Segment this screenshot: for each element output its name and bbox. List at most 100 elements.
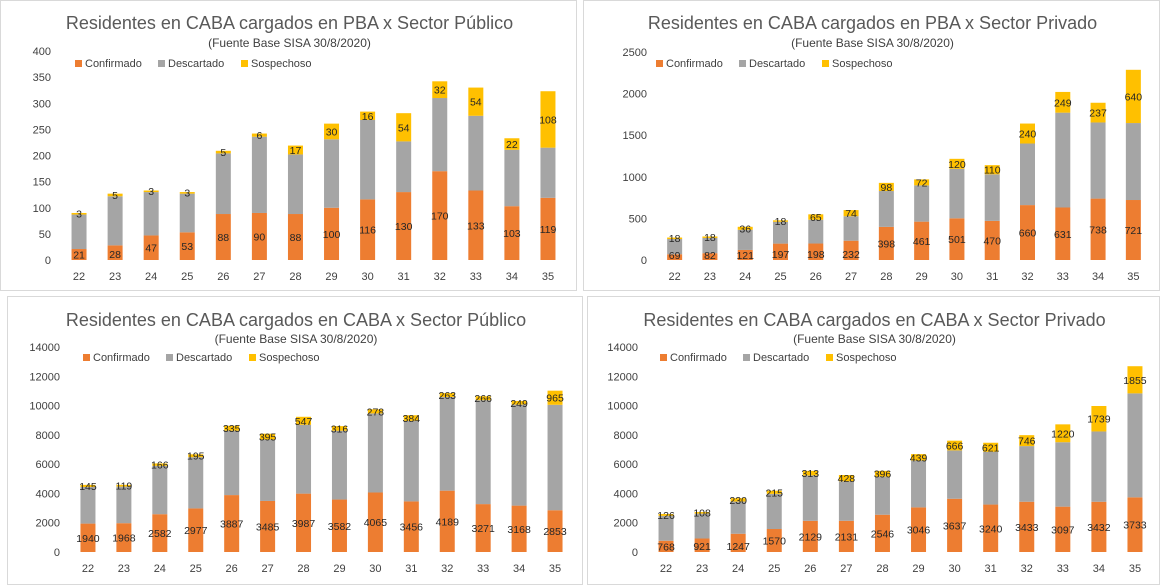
bar-sospechoso	[116, 484, 132, 487]
y-tick-label: 6000	[36, 459, 60, 471]
bar-sospechoso	[547, 390, 563, 405]
bar-confirmado	[773, 243, 788, 260]
bar-descartado	[396, 141, 412, 193]
chart-title: Residentes en CABA cargados en PBA x Sec…	[66, 13, 513, 33]
bar-confirmado	[874, 514, 890, 552]
bar-confirmado	[914, 221, 930, 260]
y-tick-label: 200	[33, 151, 51, 163]
chart-panel-caba-privado: Residentes en CABA cargados en CABA x Se…	[587, 296, 1160, 585]
bar-sospechoso	[396, 113, 412, 142]
x-tick-label: 33	[477, 563, 489, 575]
legend-swatch-descartado	[739, 60, 746, 67]
bar-confirmado	[949, 218, 965, 260]
bar-confirmado	[215, 214, 231, 260]
data-label-sospechoso: 5	[112, 190, 118, 202]
bar-descartado	[179, 193, 195, 233]
legend-label-sospechoso: Sospechoso	[251, 58, 312, 70]
data-label-sospechoso: 18	[775, 216, 787, 228]
data-label-confirmado: 2546	[871, 528, 895, 540]
data-label-sospechoso: 396	[874, 469, 892, 481]
y-tick-label: 4000	[36, 488, 60, 500]
bar-sospechoso	[984, 165, 1000, 175]
bar-confirmado	[694, 538, 710, 552]
bar-sospechoso	[802, 470, 818, 476]
x-tick-label: 33	[470, 271, 482, 283]
data-label-sospechoso: 3	[148, 186, 154, 198]
bar-sospechoso	[843, 210, 859, 217]
data-label-sospechoso: 22	[506, 139, 518, 151]
bar-descartado	[1020, 143, 1035, 206]
bar-descartado	[1055, 442, 1071, 507]
bar-sospechoso	[287, 145, 303, 155]
data-label-sospechoso: 16	[362, 111, 374, 123]
bar-sospechoso	[773, 220, 788, 222]
y-tick-label: 12000	[29, 371, 60, 383]
bar-descartado	[1125, 123, 1141, 201]
data-label-sospechoso: 36	[739, 223, 751, 235]
bar-confirmado	[224, 495, 240, 552]
y-tick-label: 8000	[614, 430, 638, 442]
data-label-confirmado: 3485	[256, 521, 280, 533]
bar-descartado	[949, 168, 965, 219]
data-label-confirmado: 3433	[1015, 522, 1039, 534]
y-tick-label: 2500	[623, 47, 647, 59]
data-label-sospechoso: 166	[151, 460, 169, 472]
data-label-sospechoso: 5	[220, 147, 226, 159]
bar-confirmado	[947, 498, 963, 552]
bar-confirmado	[838, 520, 854, 552]
x-tick-label: 35	[1129, 563, 1141, 575]
bar-confirmado	[116, 523, 132, 552]
bar-sospechoso	[766, 490, 782, 494]
x-tick-label: 26	[226, 563, 238, 575]
y-tick-label: 4000	[614, 488, 638, 500]
data-label-confirmado: 3097	[1051, 524, 1075, 536]
data-label-sospechoso: 108	[693, 508, 711, 520]
data-label-confirmado: 4065	[364, 517, 388, 529]
bar-confirmado	[878, 226, 894, 260]
x-tick-label: 35	[542, 271, 554, 283]
bar-descartado	[802, 475, 818, 521]
bar-sospechoso	[694, 512, 710, 514]
bar-descartado	[439, 396, 455, 491]
legend-swatch-descartado	[166, 354, 173, 361]
data-label-confirmado: 130	[395, 221, 413, 233]
chart-title: Residentes en CABA cargados en PBA x Sec…	[648, 13, 1097, 33]
x-tick-label: 26	[217, 271, 229, 283]
bar-confirmado	[1055, 207, 1071, 260]
bar-descartado	[80, 486, 96, 524]
bar-descartado	[260, 439, 276, 501]
x-tick-label: 23	[118, 563, 130, 575]
x-tick-label: 29	[333, 563, 345, 575]
legend-label-descartado: Descartado	[749, 58, 805, 70]
bar-confirmado	[1055, 506, 1071, 552]
bar-sospechoso	[296, 416, 312, 425]
bar-confirmado	[984, 220, 1000, 260]
data-label-confirmado: 3887	[220, 519, 244, 531]
data-label-sospechoso: 439	[910, 452, 928, 464]
y-tick-label: 400	[33, 46, 51, 58]
data-label-confirmado: 2853	[543, 526, 567, 538]
data-label-confirmado: 1968	[112, 533, 136, 545]
bar-confirmado	[179, 232, 195, 260]
y-tick-label: 300	[33, 98, 51, 110]
x-tick-label: 30	[948, 563, 960, 575]
y-tick-label: 0	[641, 255, 647, 267]
legend-swatch-confirmado	[83, 354, 90, 361]
legend-label-descartado: Descartado	[168, 58, 224, 70]
bar-confirmado	[260, 500, 276, 552]
bar-descartado	[737, 229, 753, 250]
y-tick-label: 12000	[607, 371, 638, 383]
data-label-sospechoso: 640	[1125, 91, 1143, 103]
data-label-confirmado: 2129	[799, 531, 823, 543]
data-label-sospechoso: 263	[438, 390, 456, 402]
legend-label-confirmado: Confirmado	[666, 58, 723, 70]
x-tick-label: 29	[916, 271, 928, 283]
bar-confirmado	[983, 504, 999, 552]
bar-confirmado	[360, 199, 376, 260]
data-label-sospechoso: 120	[948, 159, 966, 171]
legend-label-descartado: Descartado	[753, 352, 809, 364]
x-tick-label: 22	[669, 271, 681, 283]
bar-confirmado	[396, 192, 412, 260]
bar-confirmado	[1125, 200, 1141, 260]
bar-sospechoso	[1055, 424, 1071, 443]
